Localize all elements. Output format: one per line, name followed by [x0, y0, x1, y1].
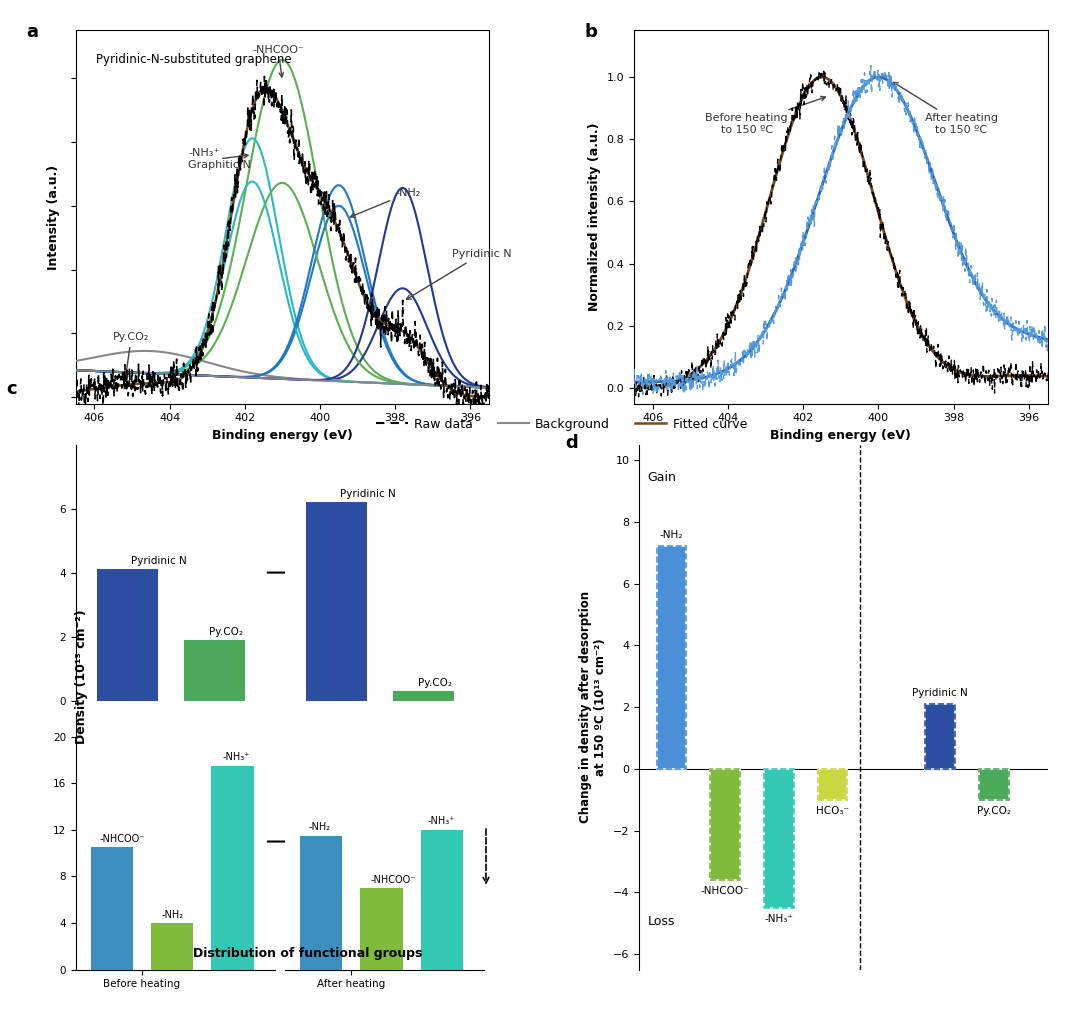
Text: -NH₂: -NH₂: [161, 910, 184, 919]
Bar: [184, 639, 244, 701]
Bar: [765, 769, 794, 908]
Text: -NHCOO⁻: -NHCOO⁻: [701, 886, 750, 896]
Bar: [926, 704, 955, 769]
Bar: [300, 835, 342, 970]
Text: Density (10¹³ cm⁻²): Density (10¹³ cm⁻²): [75, 609, 87, 744]
Text: Py.CO₂: Py.CO₂: [418, 678, 453, 688]
Bar: [711, 769, 740, 880]
Bar: [91, 847, 133, 970]
X-axis label: Binding energy (eV): Binding energy (eV): [770, 429, 912, 442]
Text: Pyridinic N: Pyridinic N: [406, 248, 511, 299]
Bar: [711, 769, 740, 880]
Bar: [818, 769, 848, 800]
Text: d: d: [566, 434, 579, 452]
Bar: [361, 888, 403, 970]
Text: Before heating
to 150 ºC: Before heating to 150 ºC: [705, 96, 825, 135]
Text: After heating
to 150 ºC: After heating to 150 ºC: [893, 83, 998, 135]
Text: Pyridinic N: Pyridinic N: [340, 489, 396, 499]
Text: -NH₃⁺: -NH₃⁺: [428, 816, 455, 826]
Text: -NH₃⁺: -NH₃⁺: [222, 752, 251, 763]
Text: Distribution of functional groups: Distribution of functional groups: [193, 946, 422, 959]
Bar: [420, 830, 463, 970]
Y-axis label: Normalized intensity (a.u.): Normalized intensity (a.u.): [588, 123, 600, 311]
Text: -NHCOO⁻: -NHCOO⁻: [99, 834, 145, 844]
X-axis label: Binding energy (eV): Binding energy (eV): [212, 429, 353, 442]
Text: -NH₃⁺
Graphitic N: -NH₃⁺ Graphitic N: [188, 147, 252, 170]
Bar: [97, 570, 158, 701]
Text: a: a: [26, 23, 38, 40]
Text: -NH₂: -NH₂: [350, 188, 420, 217]
Bar: [151, 923, 193, 970]
Text: -NHCOO⁻: -NHCOO⁻: [370, 875, 416, 885]
Text: Pyridinic-N-substituted graphene: Pyridinic-N-substituted graphene: [96, 53, 292, 66]
Bar: [212, 766, 254, 970]
Text: -NH₂: -NH₂: [309, 822, 332, 832]
Bar: [307, 502, 367, 701]
Text: HCO₃⁻: HCO₃⁻: [816, 806, 849, 816]
Text: Gain: Gain: [647, 471, 676, 484]
Text: Pyridinic N: Pyridinic N: [131, 557, 187, 567]
Text: Py.CO₂: Py.CO₂: [113, 332, 149, 380]
Text: b: b: [584, 23, 597, 40]
Text: Pyridinic N: Pyridinic N: [913, 688, 968, 698]
Text: c: c: [5, 381, 16, 399]
Text: Py.CO₂: Py.CO₂: [977, 806, 1011, 816]
Bar: [980, 769, 1009, 800]
Text: -NHCOO⁻: -NHCOO⁻: [253, 44, 305, 77]
Bar: [393, 691, 454, 701]
Bar: [765, 769, 794, 908]
Text: Py.CO₂: Py.CO₂: [210, 626, 243, 636]
Bar: [818, 769, 848, 800]
Legend: Raw data, Background, Fitted curve: Raw data, Background, Fitted curve: [372, 413, 752, 435]
Text: -NH₃⁺: -NH₃⁺: [765, 914, 794, 924]
Bar: [980, 769, 1009, 800]
Bar: [926, 704, 955, 769]
Y-axis label: Intensity (a.u.): Intensity (a.u.): [48, 165, 60, 270]
Text: Loss: Loss: [647, 915, 675, 927]
Text: -NH₂: -NH₂: [660, 530, 684, 540]
Y-axis label: Change in density after desorption
at 150 ºC (10¹³ cm⁻²): Change in density after desorption at 15…: [579, 591, 607, 823]
Bar: [657, 546, 686, 769]
Bar: [657, 546, 686, 769]
